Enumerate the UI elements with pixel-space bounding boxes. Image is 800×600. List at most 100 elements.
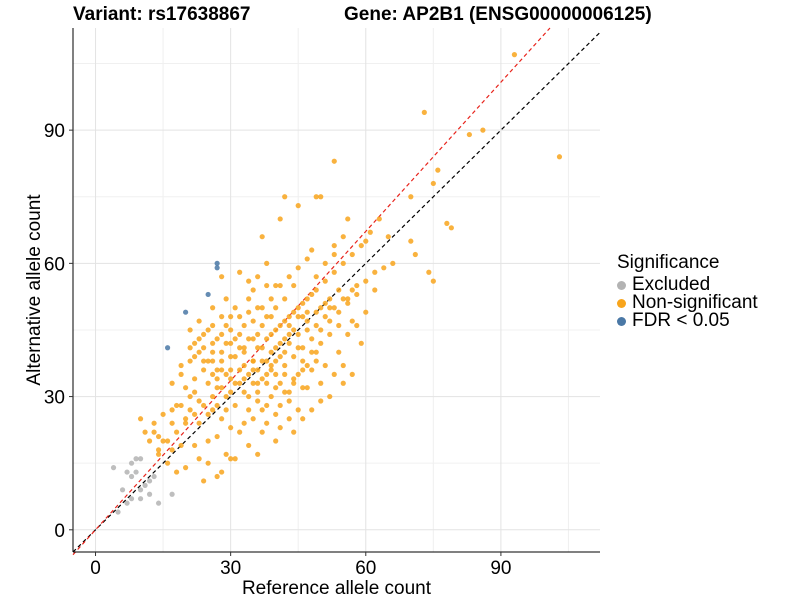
data-point-non-significant xyxy=(187,393,193,400)
data-point-non-significant xyxy=(228,354,234,360)
data-point-non-significant xyxy=(241,362,247,369)
data-point-fdr-0-05 xyxy=(183,309,189,315)
data-point-non-significant xyxy=(250,318,256,324)
data-point-excluded xyxy=(137,496,144,502)
data-point-non-significant xyxy=(372,287,378,293)
data-point-non-significant xyxy=(219,331,225,338)
data-point-non-significant xyxy=(196,456,202,462)
data-point-non-significant xyxy=(318,398,324,404)
data-point-non-significant xyxy=(164,438,171,444)
legend-item-excluded: Excluded xyxy=(617,275,758,294)
data-point-non-significant xyxy=(300,345,306,351)
data-point-non-significant xyxy=(178,371,184,377)
data-point-non-significant xyxy=(255,367,261,373)
data-point-non-significant xyxy=(259,358,265,364)
data-point-non-significant xyxy=(169,420,175,426)
data-point-non-significant xyxy=(155,433,162,440)
data-point-non-significant xyxy=(259,322,265,329)
data-point-fdr-0-05 xyxy=(205,291,211,298)
data-point-non-significant xyxy=(196,398,202,404)
data-point-non-significant xyxy=(210,340,216,346)
data-point-non-significant xyxy=(264,336,270,342)
data-point-non-significant xyxy=(336,349,342,355)
data-point-non-significant xyxy=(295,345,301,351)
data-point-non-significant xyxy=(228,389,234,395)
data-point-non-significant xyxy=(291,309,297,315)
data-point-non-significant xyxy=(309,367,315,373)
data-point-non-significant xyxy=(376,216,382,222)
data-point-non-significant xyxy=(187,358,193,364)
data-point-non-significant xyxy=(259,234,265,240)
data-point-non-significant xyxy=(313,194,319,200)
data-point-non-significant xyxy=(291,429,297,435)
data-point-non-significant xyxy=(273,371,279,377)
data-point-non-significant xyxy=(426,269,432,275)
data-point-non-significant xyxy=(241,389,247,395)
data-point-non-significant xyxy=(304,318,310,324)
data-point-non-significant xyxy=(205,460,211,466)
data-point-non-significant xyxy=(246,442,252,449)
data-point-non-significant xyxy=(268,393,274,400)
data-point-non-significant xyxy=(232,380,238,386)
data-point-non-significant xyxy=(277,380,283,386)
data-point-non-significant xyxy=(318,305,324,311)
data-point-non-significant xyxy=(192,442,198,449)
data-point-non-significant xyxy=(291,380,297,386)
data-point-non-significant xyxy=(273,358,279,364)
data-point-excluded xyxy=(110,465,117,471)
data-point-non-significant xyxy=(363,309,369,315)
data-point-non-significant xyxy=(237,380,243,386)
data-point-non-significant xyxy=(390,260,396,266)
data-point-non-significant xyxy=(304,385,310,391)
data-point-non-significant xyxy=(232,402,238,409)
data-point-non-significant xyxy=(268,296,274,302)
data-point-non-significant xyxy=(430,180,436,187)
data-point-non-significant xyxy=(322,300,328,306)
data-point-non-significant xyxy=(137,416,144,422)
data-point-non-significant xyxy=(480,127,486,133)
data-point-non-significant xyxy=(259,429,265,435)
data-point-non-significant xyxy=(192,411,198,417)
data-point-non-significant xyxy=(259,376,265,382)
data-point-non-significant xyxy=(268,331,274,338)
data-point-non-significant xyxy=(155,447,162,453)
data-point-non-significant xyxy=(246,278,252,284)
data-point-non-significant xyxy=(345,331,351,338)
data-point-non-significant xyxy=(169,380,175,386)
data-point-non-significant xyxy=(228,425,234,431)
data-point-non-significant xyxy=(232,456,238,462)
data-point-non-significant xyxy=(354,322,360,329)
data-point-non-significant xyxy=(219,358,225,364)
x-tick-label: 60 xyxy=(355,558,376,579)
data-point-non-significant xyxy=(237,429,243,435)
x-tick-label: 30 xyxy=(220,558,241,579)
data-point-non-significant xyxy=(250,380,256,386)
data-point-non-significant xyxy=(345,300,351,306)
data-point-non-significant xyxy=(286,416,292,422)
data-point-non-significant xyxy=(228,456,234,462)
data-point-non-significant xyxy=(214,385,220,391)
data-point-non-significant xyxy=(318,194,324,200)
data-point-non-significant xyxy=(219,469,225,475)
y-tick-label: 60 xyxy=(44,254,65,275)
data-point-non-significant xyxy=(160,438,166,444)
data-point-non-significant xyxy=(223,322,229,329)
data-point-non-significant xyxy=(178,402,184,409)
data-point-excluded xyxy=(142,482,148,488)
data-point-non-significant xyxy=(295,371,301,377)
data-point-non-significant xyxy=(183,420,189,426)
data-point-non-significant xyxy=(223,296,229,302)
data-point-non-significant xyxy=(187,407,193,413)
data-point-non-significant xyxy=(313,358,319,364)
data-point-non-significant xyxy=(210,407,216,413)
data-point-non-significant xyxy=(268,367,274,373)
data-point-non-significant xyxy=(241,376,247,382)
data-point-non-significant xyxy=(246,309,252,315)
data-point-non-significant xyxy=(264,371,270,377)
data-point-non-significant xyxy=(309,291,315,298)
data-point-non-significant xyxy=(466,131,472,138)
data-point-non-significant xyxy=(264,282,270,289)
data-point-non-significant xyxy=(164,460,171,466)
legend-item-non-significant: Non-significant xyxy=(617,293,758,312)
